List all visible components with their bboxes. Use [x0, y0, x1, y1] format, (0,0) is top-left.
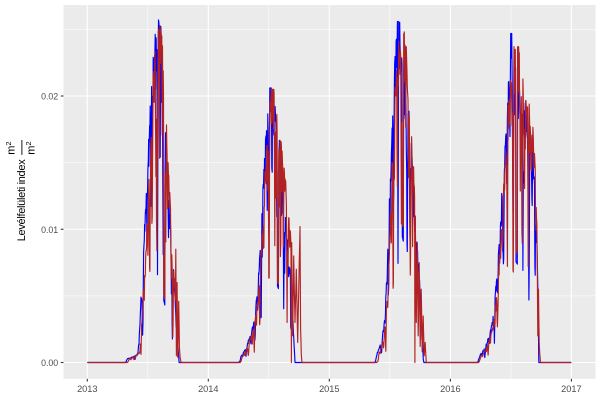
svg-text:2016: 2016 [440, 384, 460, 394]
svg-text:0.00: 0.00 [41, 358, 58, 368]
svg-text:2017: 2017 [561, 384, 581, 394]
svg-text:2015: 2015 [319, 384, 339, 394]
svg-text:0.01: 0.01 [41, 225, 58, 235]
svg-text:0.02: 0.02 [41, 92, 58, 102]
svg-text:Levélfelületi index: Levélfelületi index [16, 159, 28, 242]
svg-text:2013: 2013 [77, 384, 97, 394]
svg-text:2014: 2014 [198, 384, 218, 394]
